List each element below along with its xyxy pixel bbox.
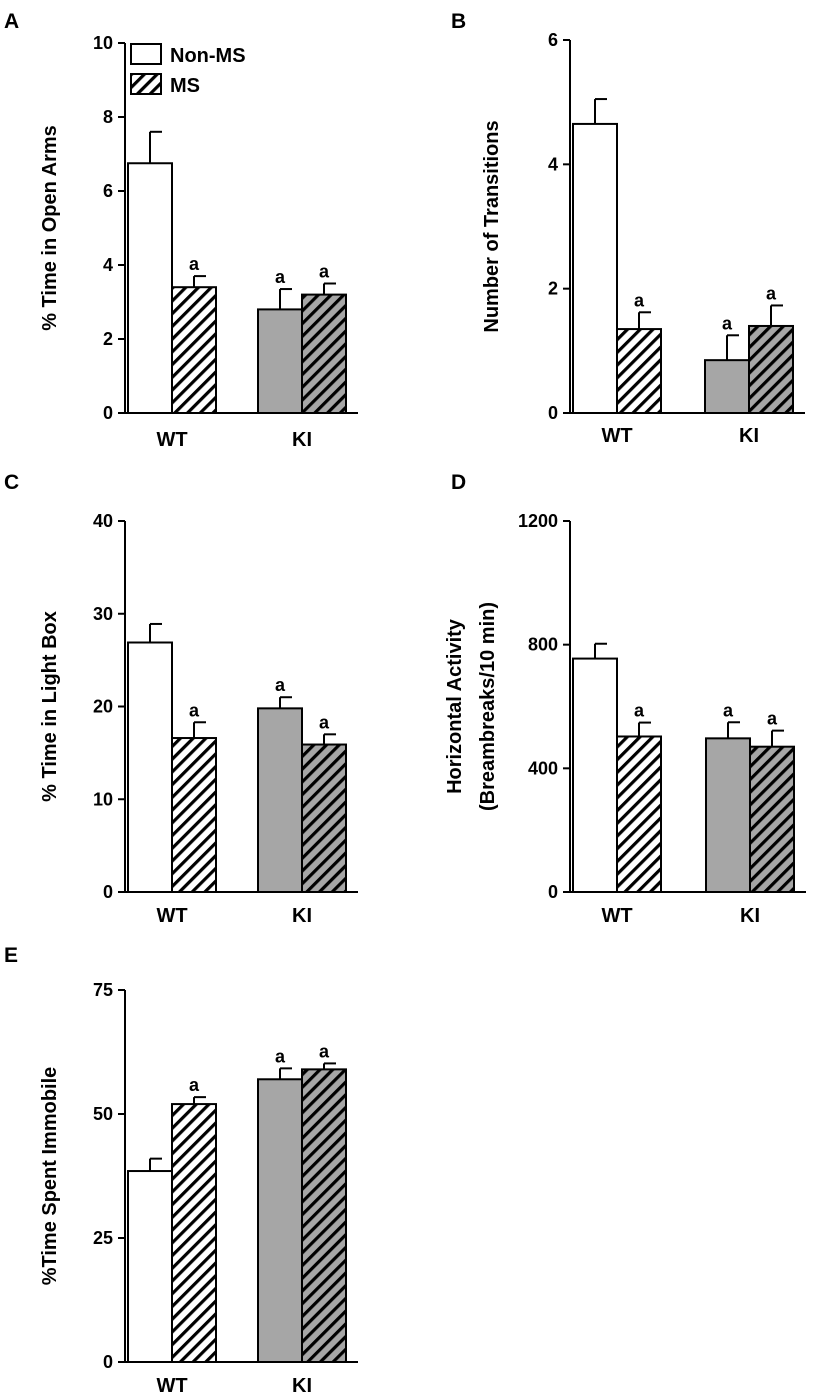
y-axis-label: %Time Spent Immobile <box>39 1067 61 1286</box>
panel-d: D 0 400 800 1200 Horizontal Activity (Breambre… <box>444 471 806 927</box>
y-tick-label: 0 <box>103 882 113 902</box>
y-axis-label: % Time in Open Arms <box>39 125 61 331</box>
y-tick-label: 2 <box>548 279 558 299</box>
category-label-ki: KI <box>739 425 759 447</box>
y-tick-label: 0 <box>548 882 558 902</box>
bar-ms-ki <box>301 1068 347 1363</box>
panel-letter: E <box>4 944 18 967</box>
bar-non-ms-wt <box>572 122 618 415</box>
sig-marker-non-ms-ki: a <box>275 1046 286 1066</box>
y-tick-label: 8 <box>103 107 113 127</box>
bar-ms-wt <box>616 735 662 894</box>
y-tick-label: 400 <box>528 758 558 778</box>
bar-non-ms-ki <box>257 707 303 893</box>
category-label-wt: WT <box>156 429 187 451</box>
y-tick-label: 0 <box>548 403 558 423</box>
panel-a: A 0 2 4 6 8 10 % Time in Open Arms a a a WT KI <box>4 10 358 451</box>
y-tick-label: 10 <box>93 33 113 53</box>
sig-marker-ms-ki: a <box>319 712 330 732</box>
sig-marker-non-ms-ki: a <box>723 700 734 720</box>
panel-e: E 0 25 50 75 %Time Spent Immobile a a a WT KI <box>4 944 358 1397</box>
y-axis-label: (Breambreaks/10 min) <box>477 602 499 811</box>
sig-marker-non-ms-ki: a <box>722 313 733 333</box>
y-tick-label: 6 <box>548 30 558 50</box>
sig-marker-ms-wt: a <box>189 1075 200 1095</box>
bar-ms-wt <box>616 328 662 415</box>
y-tick-label: 30 <box>93 604 113 624</box>
y-tick-label: 6 <box>103 181 113 201</box>
y-tick-label: 40 <box>93 511 113 531</box>
legend-swatch-ms <box>130 73 162 95</box>
category-label-ki: KI <box>740 905 760 927</box>
sig-marker-ms-ki: a <box>767 709 778 729</box>
bar-non-ms-ki <box>257 308 303 414</box>
category-label-ki: KI <box>292 1375 312 1397</box>
sig-marker-ms-wt: a <box>189 254 200 274</box>
bar-non-ms-ki <box>704 359 750 414</box>
panel-letter: B <box>451 10 466 33</box>
y-tick-label: 75 <box>93 980 113 1000</box>
sig-marker-non-ms-ki: a <box>275 267 286 287</box>
y-tick-label: 0 <box>103 1352 113 1372</box>
y-axis-label: Number of Transitions <box>481 120 503 332</box>
panel-letter: A <box>4 10 19 33</box>
bar-ms-ki <box>301 293 347 415</box>
bar-non-ms-wt <box>127 162 173 414</box>
bar-ms-ki <box>748 324 794 415</box>
bar-non-ms-ki <box>257 1078 303 1364</box>
y-tick-label: 10 <box>93 789 113 809</box>
y-tick-label: 25 <box>93 1228 113 1248</box>
legend-label-non-ms: Non-MS <box>170 45 246 67</box>
bar-ms-ki <box>749 745 795 893</box>
y-axis-label: Horizontal Activity <box>444 618 466 794</box>
panel-b: B 0 2 4 6 Number of Transitions a a a WT KI <box>451 10 805 447</box>
y-tick-label: 1200 <box>518 511 558 531</box>
panel-letter: D <box>451 471 466 494</box>
bar-ms-ki <box>301 743 347 894</box>
bar-non-ms-ki <box>705 737 751 894</box>
sig-marker-ms-ki: a <box>766 283 777 303</box>
category-label-wt: WT <box>156 1375 187 1397</box>
panel-letter: C <box>4 471 19 494</box>
y-tick-label: 20 <box>93 697 113 717</box>
bar-ms-wt <box>171 1103 217 1363</box>
legend-label-ms: MS <box>170 75 200 97</box>
bar-non-ms-wt <box>127 1170 173 1364</box>
y-tick-label: 50 <box>93 1104 113 1124</box>
y-tick-label: 4 <box>103 255 113 275</box>
sig-marker-ms-ki: a <box>319 262 330 282</box>
y-tick-label: 2 <box>103 329 113 349</box>
sig-marker-ms-wt: a <box>634 701 645 721</box>
bar-ms-wt <box>171 286 217 415</box>
legend: Non-MS MS <box>130 43 246 97</box>
y-axis-label: % Time in Light Box <box>39 611 61 802</box>
y-tick-label: 800 <box>528 635 558 655</box>
category-label-wt: WT <box>601 905 632 927</box>
bar-ms-wt <box>171 737 217 893</box>
legend-swatch-non-ms <box>130 43 162 65</box>
sig-marker-non-ms-ki: a <box>275 675 286 695</box>
category-label-wt: WT <box>601 425 632 447</box>
bar-non-ms-wt <box>572 657 618 893</box>
sig-marker-ms-ki: a <box>319 1041 330 1061</box>
category-label-ki: KI <box>292 429 312 451</box>
sig-marker-ms-wt: a <box>634 290 645 310</box>
y-tick-label: 4 <box>548 154 558 174</box>
sig-marker-ms-wt: a <box>189 700 200 720</box>
category-label-ki: KI <box>292 905 312 927</box>
category-label-wt: WT <box>156 905 187 927</box>
panel-c: C 0 10 20 30 40 % Time in Light Box a a a WT KI <box>4 471 358 927</box>
bar-non-ms-wt <box>127 641 173 893</box>
y-tick-label: 0 <box>103 403 113 423</box>
